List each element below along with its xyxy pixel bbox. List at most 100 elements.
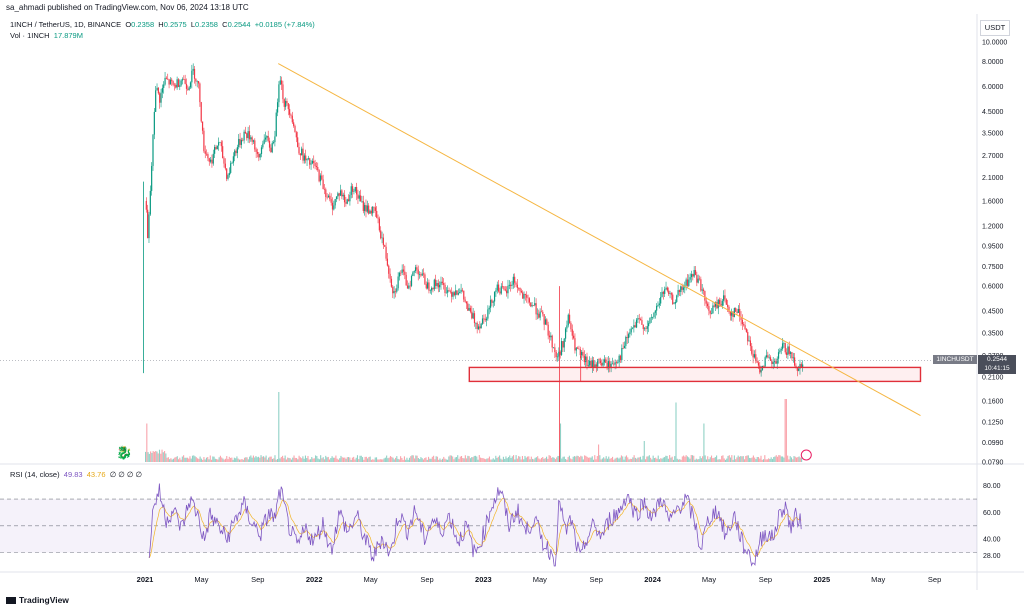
candle-body <box>358 195 360 199</box>
volume-bar <box>156 451 158 462</box>
volume-bar <box>435 456 437 462</box>
volume-bar <box>436 456 438 462</box>
currency-button[interactable]: USDT <box>980 20 1010 36</box>
rsi-ma-value: 43.76 <box>86 470 106 479</box>
candlestick-series <box>143 63 804 462</box>
candle-body <box>290 114 292 116</box>
candle-body <box>477 326 480 330</box>
volume-bar <box>297 459 299 462</box>
volume-bar <box>278 392 280 462</box>
volume-bar <box>507 457 510 462</box>
volume-bar <box>751 457 753 462</box>
volume-bar <box>606 458 609 462</box>
candle-body <box>590 360 592 367</box>
candle-body <box>171 79 173 82</box>
volume-label[interactable]: Vol · 1INCH <box>10 31 50 40</box>
candle-body <box>246 133 248 139</box>
volume-bar <box>174 457 176 462</box>
volume-bar <box>294 457 296 462</box>
volume-bar <box>302 456 304 462</box>
volume-bar <box>261 456 263 462</box>
volume-bar <box>158 449 161 462</box>
volume-bar <box>631 458 633 462</box>
candle-body <box>534 303 536 306</box>
candle-body <box>252 140 255 142</box>
volume-bar <box>575 456 577 462</box>
candle-body <box>291 115 293 123</box>
volume-bar <box>644 459 647 462</box>
candle-body <box>451 291 453 297</box>
candle-body <box>366 205 368 212</box>
volume-bar <box>193 455 195 462</box>
candle-body <box>563 338 565 348</box>
volume-bar <box>731 455 733 462</box>
rsi-line <box>148 483 802 567</box>
candle-body <box>630 328 632 333</box>
candle-body <box>394 291 397 292</box>
candle-body <box>575 347 577 351</box>
time-tick-label: 2022 <box>306 575 323 584</box>
volume-bar <box>566 459 568 462</box>
symbol-name[interactable]: 1INCH / TetherUS, 1D, BINANCE <box>10 20 122 29</box>
candle-body <box>641 320 643 325</box>
volume-bar <box>161 449 163 462</box>
candle-body <box>757 362 760 366</box>
candle-body <box>539 311 541 318</box>
volume-bar <box>290 459 293 462</box>
volume-bar <box>674 456 676 462</box>
candle-body <box>743 324 745 326</box>
volume-bar <box>443 456 445 462</box>
volume-bar <box>747 455 749 462</box>
candle-body <box>748 340 750 342</box>
volume-bar <box>793 456 795 462</box>
candle-body <box>437 282 439 288</box>
candle-body <box>530 302 532 307</box>
candle-body <box>259 153 261 158</box>
volume-bar <box>694 459 696 462</box>
volume-bar <box>761 459 763 462</box>
candle-body <box>196 80 198 82</box>
volume-bar <box>273 458 275 462</box>
volume-bar <box>216 459 218 462</box>
volume-bar <box>172 458 175 462</box>
volume-bar <box>590 457 592 462</box>
candle-body <box>293 122 295 126</box>
candle-body <box>294 125 296 133</box>
candle-body <box>788 346 790 354</box>
candle-body <box>323 189 326 190</box>
volume-bar <box>568 455 570 462</box>
volume-bar <box>171 459 173 462</box>
volume-bar <box>233 457 235 462</box>
low-value: 0.2358 <box>195 20 218 29</box>
volume-bar <box>228 456 230 462</box>
volume-bar <box>337 459 339 462</box>
volume-bar <box>746 455 748 462</box>
candle-body <box>558 351 560 357</box>
tradingview-logo[interactable]: TradingView <box>6 595 69 605</box>
volume-bar <box>205 457 208 462</box>
volume-bar <box>275 459 277 462</box>
candle-body <box>717 299 719 309</box>
candle-body <box>623 345 626 349</box>
candle-body <box>741 319 743 325</box>
candle-body <box>649 317 651 324</box>
volume-bar <box>764 455 766 462</box>
volume-bar <box>698 459 700 462</box>
volume-bar <box>241 458 243 462</box>
candle-body <box>155 90 157 112</box>
volume-bar <box>599 455 601 462</box>
volume-bar <box>661 458 663 462</box>
volume-bar <box>217 459 219 462</box>
candle-body <box>507 285 509 294</box>
candle-body <box>548 335 551 338</box>
volume-bar <box>304 455 306 462</box>
candle-body <box>686 279 689 286</box>
volume-bar <box>651 459 653 462</box>
volume-bar <box>463 458 465 462</box>
candle-body <box>164 77 166 85</box>
candle-body <box>619 355 622 360</box>
price-tick-label: 0.7500 <box>982 264 1004 271</box>
rsi-name[interactable]: RSI (14, close) <box>10 470 60 479</box>
volume-bar <box>457 455 459 462</box>
